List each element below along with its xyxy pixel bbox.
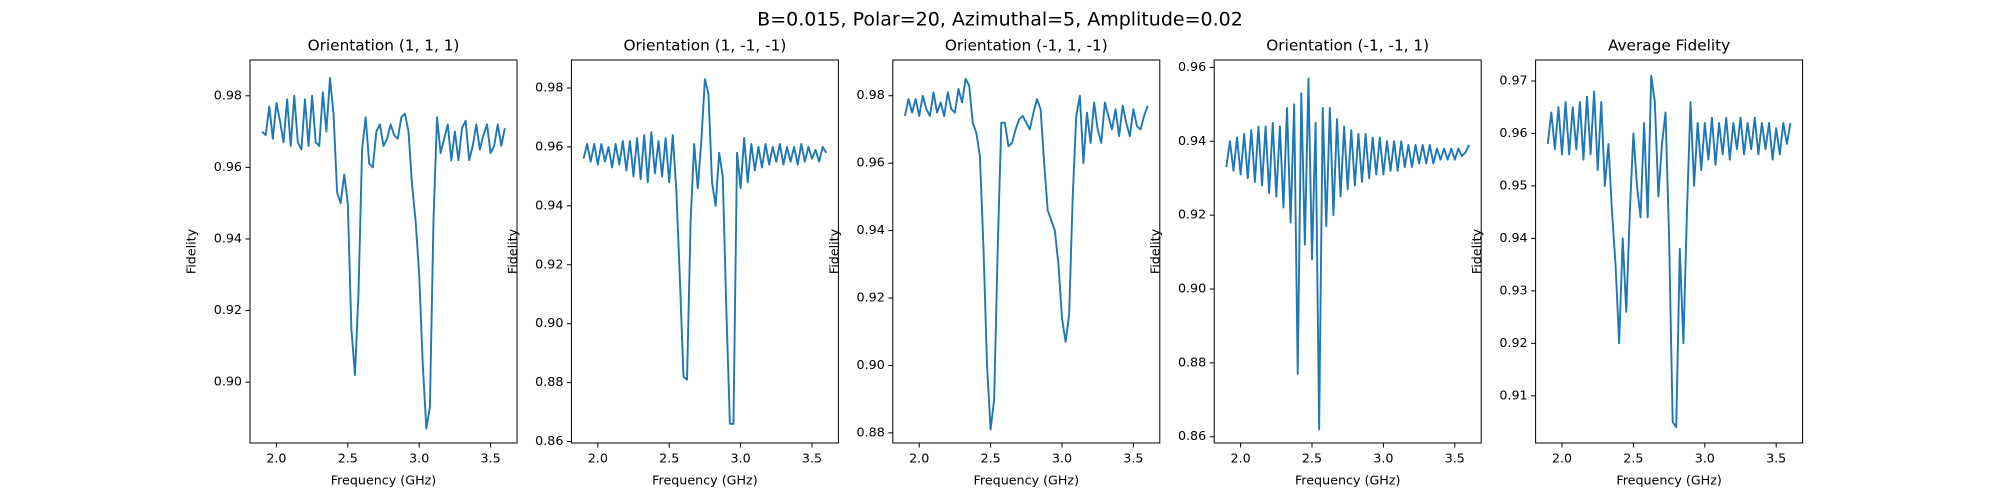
y-tick-label: 0.86 <box>1178 428 1206 443</box>
y-tick-label: 0.96 <box>857 155 885 170</box>
x-tick-label: 3.0 <box>1052 451 1072 466</box>
y-axis-label: Fidelity <box>826 228 841 274</box>
y-tick-label: 0.98 <box>214 87 242 102</box>
x-tick-label: 2.0 <box>909 451 929 466</box>
data-line <box>261 76 506 430</box>
x-tick-label: 2.5 <box>981 451 1001 466</box>
x-tick-label: 2.0 <box>266 451 286 466</box>
y-axis-label: Fidelity <box>1148 228 1163 274</box>
x-tick-label: 3.5 <box>802 451 822 466</box>
y-tick-label: 0.95 <box>1499 177 1527 192</box>
y-tick-label: 0.96 <box>1499 125 1527 140</box>
x-tick-label: 3.5 <box>1123 451 1143 466</box>
y-axis-label: Fidelity <box>184 228 199 274</box>
data-line <box>1546 74 1792 429</box>
x-tick-label: 3.0 <box>409 451 429 466</box>
y-tick-label: 0.92 <box>535 256 563 271</box>
y-tick-label: 0.88 <box>535 374 563 389</box>
x-tick-label: 2.0 <box>588 451 608 466</box>
y-tick-label: 0.94 <box>535 197 563 212</box>
data-line <box>1225 77 1470 431</box>
y-tick-label: 0.93 <box>1499 282 1527 297</box>
y-tick-label: 0.92 <box>857 290 885 305</box>
figure-title: B=0.015, Polar=20, Azimuthal=5, Amplitud… <box>757 9 1243 31</box>
x-tick-label: 3.0 <box>731 451 751 466</box>
subplot-title: Orientation (-1, 1, -1) <box>945 37 1108 55</box>
subplot: Orientation (-1, 1, -1) 2.0 2.5 3.0 3.5 0.88 0… <box>826 37 1143 488</box>
x-tick-label: 3.0 <box>1695 451 1715 466</box>
subplot: Orientation (-1, -1, 1) 2.0 2.5 3.0 3.5 0.86 0… <box>1148 37 1465 488</box>
y-tick-label: 0.90 <box>857 357 885 372</box>
y-axis-label: Fidelity <box>505 228 520 274</box>
y-tick-label: 0.94 <box>1499 230 1527 245</box>
x-tick-label: 2.5 <box>1302 451 1322 466</box>
axes-frame <box>1535 59 1804 444</box>
y-tick-label: 0.98 <box>535 79 563 94</box>
y-tick-label: 0.94 <box>1178 133 1206 148</box>
axes-frame <box>570 59 839 444</box>
y-tick-label: 0.94 <box>214 230 242 245</box>
y-tick-label: 0.88 <box>857 424 885 439</box>
x-tick-label: 2.0 <box>1552 451 1572 466</box>
x-axis-label: Frequency (GHz) <box>652 473 758 488</box>
y-tick-label: 0.86 <box>535 433 563 448</box>
data-line <box>582 78 828 425</box>
y-tick-label: 0.92 <box>1178 207 1206 222</box>
y-tick-label: 0.94 <box>857 222 885 237</box>
subplot: Orientation (1, 1, 1) 2.0 2.5 3.0 3.5 0.90 0.9… <box>184 37 501 488</box>
x-tick-label: 3.5 <box>1445 451 1465 466</box>
y-tick-label: 0.90 <box>214 374 242 389</box>
subplot-title: Orientation (1, -1, -1) <box>623 37 786 55</box>
x-tick-label: 3.0 <box>1373 451 1393 466</box>
x-axis-label: Frequency (GHz) <box>974 473 1080 488</box>
axes-frame <box>1213 59 1482 444</box>
y-tick-label: 0.90 <box>1178 280 1206 295</box>
y-tick-label: 0.98 <box>857 87 885 102</box>
y-axis-label: Fidelity <box>1469 228 1484 274</box>
x-tick-label: 2.5 <box>338 451 358 466</box>
y-tick-label: 0.96 <box>535 138 563 153</box>
x-tick-label: 3.5 <box>480 451 500 466</box>
x-tick-label: 2.5 <box>659 451 679 466</box>
subplot-title: Orientation (-1, -1, 1) <box>1266 37 1429 55</box>
subplot-title: Orientation (1, 1, 1) <box>308 37 460 55</box>
y-tick-label: 0.88 <box>1178 354 1206 369</box>
x-tick-label: 2.0 <box>1231 451 1251 466</box>
y-tick-label: 0.91 <box>1499 387 1527 402</box>
y-tick-label: 0.96 <box>1178 59 1206 74</box>
y-tick-label: 0.90 <box>535 315 563 330</box>
axes-frame <box>892 59 1161 444</box>
x-axis-label: Frequency (GHz) <box>1616 473 1722 488</box>
data-line <box>904 77 1149 431</box>
subplot: Orientation (1, -1, -1) 2.0 2.5 3.0 3.5 0.86 0… <box>505 37 822 488</box>
y-tick-label: 0.92 <box>1499 335 1527 350</box>
subplot-title: Average Fidelity <box>1608 37 1730 55</box>
subplot: Average Fidelity 2.0 2.5 3.0 3.5 0.91 0.92 0.93… <box>1469 37 1786 488</box>
y-tick-label: 0.97 <box>1499 72 1527 87</box>
x-axis-label: Frequency (GHz) <box>1295 473 1401 488</box>
axes-frame <box>249 59 518 444</box>
y-tick-label: 0.92 <box>214 302 242 317</box>
x-tick-label: 2.5 <box>1623 451 1643 466</box>
x-tick-label: 3.5 <box>1766 451 1786 466</box>
y-tick-label: 0.96 <box>214 159 242 174</box>
x-axis-label: Frequency (GHz) <box>331 473 437 488</box>
